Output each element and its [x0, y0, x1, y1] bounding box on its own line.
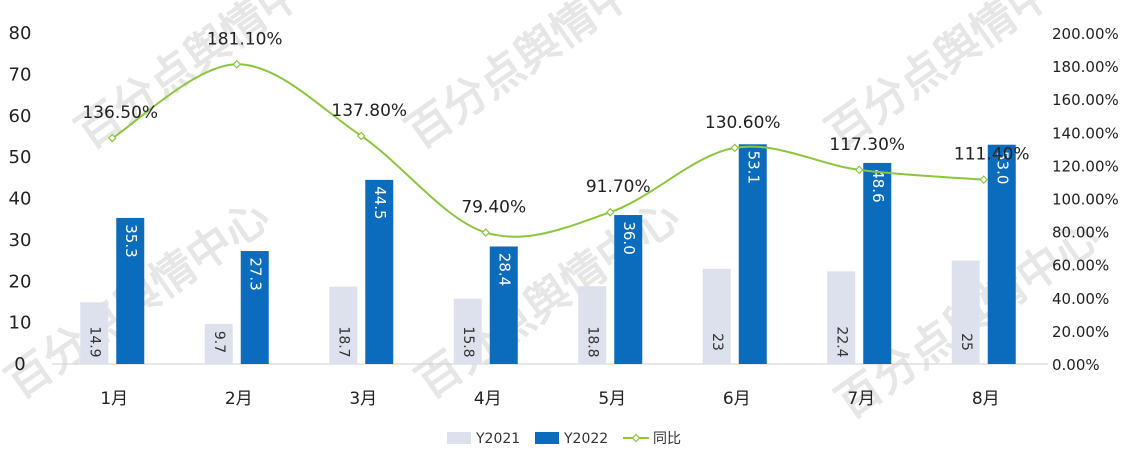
ratio-data-label: 91.70%	[586, 177, 651, 197]
legend-label-ratio: 同比	[653, 431, 681, 447]
bar-label-y2022: 44.5	[371, 186, 389, 219]
legend-label-y2021: Y2021	[475, 431, 520, 447]
bar-label-y2021: 25	[958, 333, 974, 351]
legend-swatch-y2021	[447, 432, 471, 444]
legend-marker-ratio	[631, 433, 641, 443]
bar-y2021	[951, 260, 980, 364]
y-left-tick-label: 20	[9, 271, 32, 292]
bar-y2022	[116, 217, 145, 364]
y-right-tick-label: 120.00%	[1052, 157, 1119, 175]
ratio-data-label: 181.10%	[207, 29, 283, 49]
y-right-tick-label: 200.00%	[1052, 25, 1119, 43]
bar-label-y2021: 14.9	[86, 326, 102, 357]
legend: Y2021 Y2022 同比	[447, 431, 681, 447]
ratio-line-path	[111, 63, 984, 238]
bar-y2022	[738, 144, 767, 364]
ratio-marker	[979, 175, 989, 184]
y-left-tick-label: 70	[9, 64, 32, 85]
ratio-data-label: 117.30%	[829, 135, 905, 155]
ratio-marker	[730, 143, 740, 153]
bar-label-y2021: 18.7	[335, 326, 351, 357]
bar-label-y2021: 15.8	[460, 326, 476, 357]
ratio-data-label: 136.50%	[82, 103, 158, 123]
x-tick-label: 4月	[474, 389, 502, 409]
watermark-text: 百分点舆情中心	[397, 0, 679, 159]
bar-label-y2021: 23	[709, 333, 725, 351]
bar-label-y2022: 53.1	[744, 151, 762, 184]
bar-y2021	[453, 298, 482, 364]
bar-label-y2022: 28.4	[495, 253, 513, 286]
x-tick-label: 6月	[723, 389, 751, 409]
ratio-data-label: 130.60%	[705, 113, 781, 133]
ratio-data-label: 111.40%	[954, 145, 1030, 165]
bar-label-y2022: 53.0	[993, 151, 1011, 184]
y-left-tick-label: 30	[9, 230, 32, 251]
watermark-text: 百分点舆情中心	[407, 191, 689, 409]
x-tick-label: 2月	[225, 389, 253, 409]
bar-y2022	[489, 246, 518, 364]
legend-swatch-y2022	[535, 432, 559, 444]
bar-y2022	[863, 162, 892, 364]
ratio-marker	[356, 131, 366, 141]
y-left-tick-label: 10	[9, 313, 32, 334]
y-right-tick-label: 160.00%	[1052, 91, 1119, 109]
y-right-tick-label: 20.00%	[1052, 323, 1109, 341]
bar-label-y2021: 22.4	[833, 326, 849, 357]
bar-label-y2022: 27.3	[246, 257, 264, 290]
y-left-tick-label: 80	[9, 23, 32, 44]
y-right-tick-label: 60.00%	[1052, 257, 1109, 275]
y-left-tick-label: 50	[9, 147, 32, 168]
ratio-marker	[232, 59, 242, 69]
y-left-tick-label: 0	[14, 354, 25, 375]
bar-label-y2022: 35.3	[122, 224, 140, 257]
ratio-marker	[481, 228, 491, 237]
y-right-tick-label: 180.00%	[1052, 58, 1119, 76]
watermark-layer: 百分点舆情中心百分点舆情中心百分点舆情中心百分点舆情中心百分点舆情中心百分点舆情…	[0, 0, 1109, 429]
y-right-tick-label: 0.00%	[1052, 356, 1100, 374]
bar-y2022	[365, 179, 394, 364]
ratio-marker	[854, 165, 864, 175]
x-tick-label: 5月	[598, 389, 626, 409]
bar-y2021	[204, 323, 233, 364]
bar-y2021	[702, 268, 731, 364]
bar-label-y2021: 9.7	[211, 331, 227, 353]
y-right-tick-label: 140.00%	[1052, 124, 1119, 142]
bar-y2021	[329, 286, 358, 364]
x-tick-label: 3月	[349, 389, 377, 409]
bar-label-y2022: 36.0	[620, 221, 638, 254]
bars: 14.9 35.3 9.7 27.3 18.7 44.5 15.8 28.4 18.8 36.0 2…	[80, 144, 1016, 364]
ratio-data-label: 79.40%	[461, 198, 526, 218]
axes: 0 10 20 30 40 50 60 70 80 0.00% 20.00% 40.00% 60.00%…	[9, 23, 1119, 409]
x-tick-label: 8月	[972, 389, 1000, 409]
ratio-data-label: 137.80%	[331, 101, 407, 121]
bar-y2021	[80, 302, 109, 364]
y-right-tick-label: 100.00%	[1052, 191, 1119, 209]
ratio-marker	[107, 133, 117, 143]
y-left-tick-label: 60	[9, 106, 32, 127]
bar-y2021	[578, 286, 607, 364]
bar-y2022	[240, 251, 269, 364]
x-tick-label: 1月	[100, 389, 128, 409]
ratio-line: 136.50% 181.10% 137.80% 79.40% 91.70% 130.60%…	[82, 29, 1030, 238]
y-left-tick-label: 40	[9, 189, 32, 210]
watermark-text: 百分点舆情中心	[67, 0, 349, 159]
x-tick-label: 7月	[847, 389, 875, 409]
bar-y2022	[614, 215, 643, 364]
legend-label-y2022: Y2022	[563, 431, 608, 447]
y-right-tick-label: 40.00%	[1052, 290, 1109, 308]
y-right-tick-label: 80.00%	[1052, 224, 1109, 242]
bar-y2022	[987, 144, 1016, 364]
bar-label-y2022: 48.6	[869, 169, 887, 202]
ratio-marker	[605, 207, 615, 217]
bar-label-y2021: 18.8	[584, 326, 600, 357]
bar-y2021	[827, 271, 856, 364]
